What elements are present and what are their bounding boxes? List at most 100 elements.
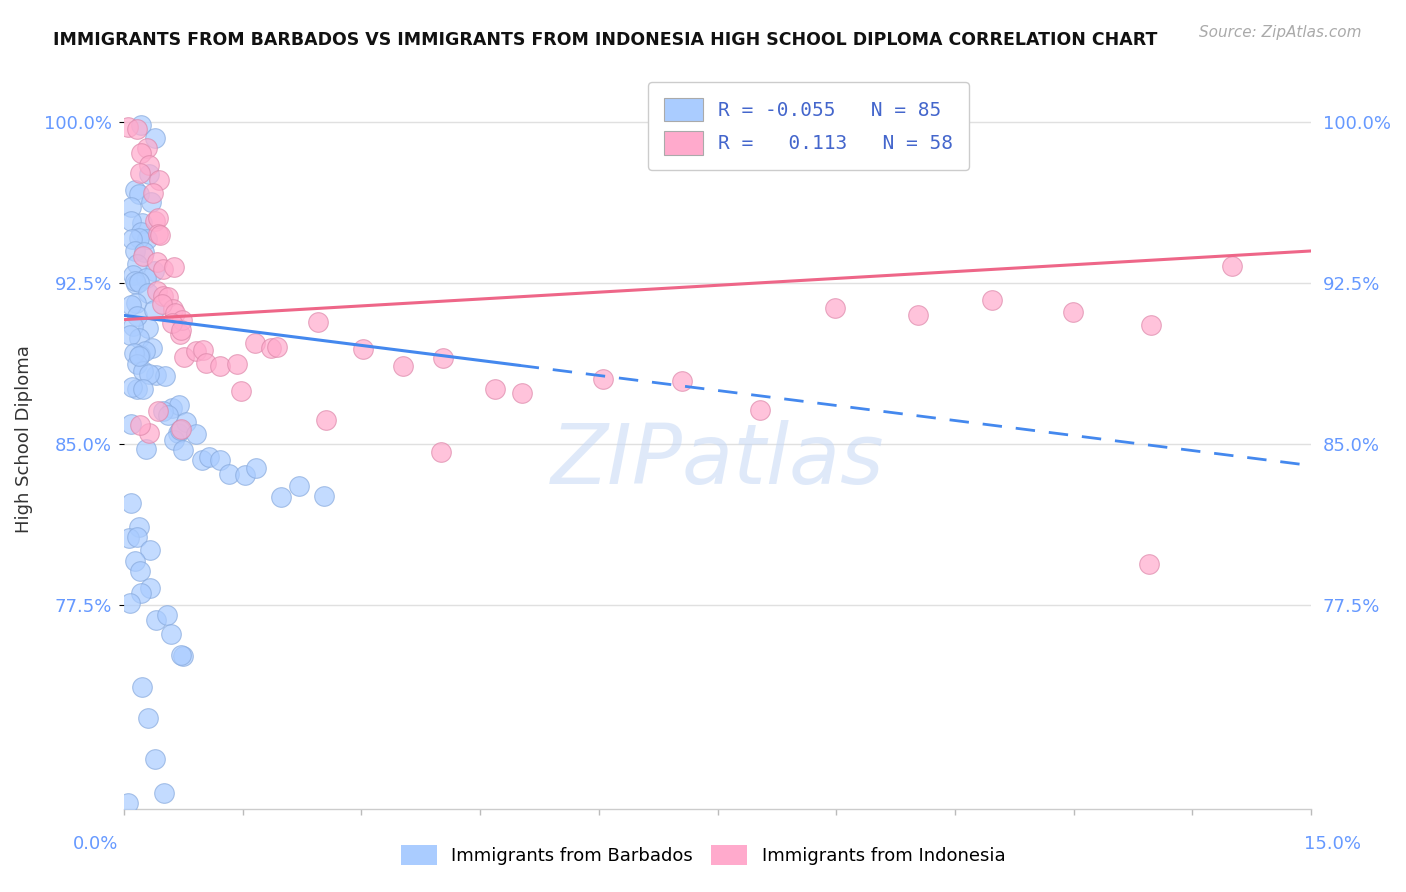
Point — [824, 301, 846, 315]
Point — [226, 357, 249, 371]
Point — [128, 166, 150, 180]
Point — [129, 586, 152, 600]
Point — [128, 331, 150, 345]
Point — [172, 313, 194, 327]
Point — [129, 418, 152, 433]
Point — [138, 167, 160, 181]
Point — [160, 401, 183, 415]
Point — [121, 268, 143, 282]
Point — [229, 384, 252, 398]
Text: 15.0%: 15.0% — [1305, 835, 1361, 853]
Point — [117, 796, 139, 810]
Text: Source: ZipAtlas.com: Source: ZipAtlas.com — [1198, 25, 1361, 40]
Point — [121, 380, 143, 394]
Point — [129, 225, 152, 239]
Point — [174, 415, 197, 429]
Point — [198, 450, 221, 464]
Point — [135, 442, 157, 456]
Point — [125, 309, 148, 323]
Point — [120, 298, 142, 312]
Point — [152, 262, 174, 277]
Point — [143, 130, 166, 145]
Point — [120, 496, 142, 510]
Point — [169, 423, 191, 437]
Point — [352, 342, 374, 356]
Point — [172, 443, 194, 458]
Point — [1140, 318, 1163, 332]
Point — [170, 422, 193, 436]
Point — [145, 614, 167, 628]
Point — [128, 186, 150, 201]
Point — [143, 264, 166, 278]
Point — [510, 386, 533, 401]
Point — [170, 648, 193, 662]
Point — [233, 467, 256, 482]
Y-axis label: High School Diploma: High School Diploma — [15, 345, 32, 533]
Point — [266, 340, 288, 354]
Point — [173, 351, 195, 365]
Point — [125, 121, 148, 136]
Point — [125, 382, 148, 396]
Point — [121, 231, 143, 245]
Point — [146, 227, 169, 241]
Point — [191, 453, 214, 467]
Point — [128, 564, 150, 578]
Point — [136, 711, 159, 725]
Point — [1062, 305, 1084, 319]
Point — [132, 245, 155, 260]
Point — [163, 434, 186, 448]
Point — [218, 467, 240, 481]
Point — [172, 648, 194, 663]
Point — [124, 553, 146, 567]
Point — [152, 786, 174, 800]
Point — [145, 368, 167, 382]
Point — [128, 520, 150, 534]
Point — [307, 315, 329, 329]
Point — [128, 231, 150, 245]
Point — [156, 408, 179, 422]
Point — [148, 211, 170, 225]
Point — [138, 542, 160, 557]
Point — [429, 445, 451, 459]
Point — [170, 323, 193, 337]
Point — [131, 216, 153, 230]
Point — [195, 356, 218, 370]
Point — [184, 343, 207, 358]
Point — [288, 479, 311, 493]
Point — [270, 491, 292, 505]
Point — [131, 680, 153, 694]
Point — [155, 369, 177, 384]
Point — [128, 275, 150, 289]
Point — [124, 244, 146, 258]
Point — [148, 404, 170, 418]
Point — [125, 530, 148, 544]
Point — [136, 285, 159, 300]
Point — [163, 260, 186, 274]
Point — [166, 425, 188, 440]
Point — [980, 293, 1002, 308]
Point — [1137, 557, 1160, 571]
Point — [132, 382, 155, 396]
Point — [160, 627, 183, 641]
Point — [120, 417, 142, 432]
Point — [193, 343, 215, 358]
Point — [1222, 259, 1244, 273]
Point — [128, 349, 150, 363]
Point — [184, 427, 207, 442]
Point — [124, 183, 146, 197]
Point — [141, 194, 163, 209]
Point — [146, 255, 169, 269]
Point — [128, 348, 150, 362]
Point — [314, 489, 336, 503]
Point — [138, 368, 160, 382]
Point — [143, 303, 166, 318]
Point — [117, 120, 139, 134]
Point — [141, 341, 163, 355]
Text: IMMIGRANTS FROM BARBADOS VS IMMIGRANTS FROM INDONESIA HIGH SCHOOL DIPLOMA CORREL: IMMIGRANTS FROM BARBADOS VS IMMIGRANTS F… — [53, 31, 1157, 49]
Point — [120, 596, 142, 610]
Point — [118, 532, 141, 546]
Point — [120, 201, 142, 215]
Point — [152, 289, 174, 303]
Legend: Immigrants from Barbados, Immigrants from Indonesia: Immigrants from Barbados, Immigrants fro… — [394, 838, 1012, 872]
Point — [149, 227, 172, 242]
